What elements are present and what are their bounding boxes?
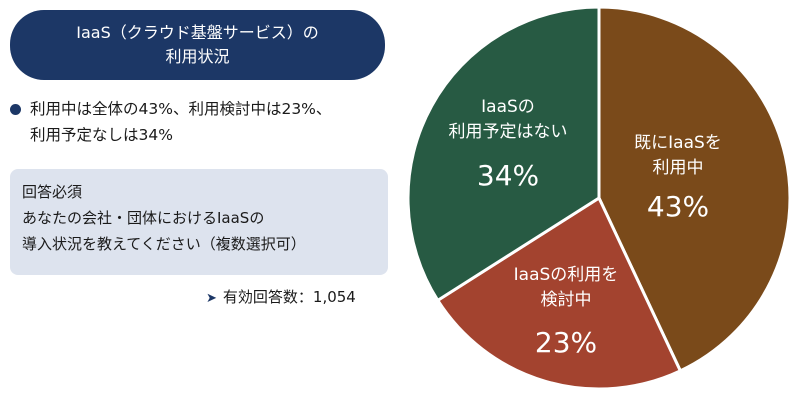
- pie-slice-2: [436, 196, 682, 391]
- question-heading: 回答必須: [22, 183, 83, 201]
- bullet-icon: [10, 104, 21, 115]
- slice-3-value-label: 34%: [477, 159, 539, 192]
- chart-title-banner: IaaS（クラウド基盤サービス）の 利用状況: [10, 10, 385, 80]
- summary-line1: 利用中は全体の43%、利用検討中は23%、: [30, 100, 332, 118]
- slice-2-label-line1: IaaSの利用を: [514, 265, 619, 285]
- slice-3-label-line1: IaaSの: [481, 97, 535, 117]
- question-line2: 導入状況を教えてください（複数選択可）: [22, 235, 306, 253]
- slice-1-label-line2: 利用中: [653, 158, 704, 178]
- summary-line2: 利用予定なしは34%: [30, 126, 173, 144]
- slice-2-label-line2: 検討中: [541, 290, 592, 310]
- slice-1-label-line1: 既にIaaSを: [634, 133, 722, 153]
- slice-1-value-label: 43%: [647, 190, 709, 223]
- summary-note: 利用中は全体の43%、利用検討中は23%、 利用予定なしは34%: [10, 96, 410, 148]
- respondent-count-text: 有効回答数：1,054: [222, 288, 356, 306]
- chart-title-line1: IaaS（クラウド基盤サービス）の: [76, 23, 319, 42]
- slice-3-label-line2: 利用予定はない: [449, 122, 568, 142]
- pie-slice-1: [597, 5, 792, 373]
- slice-2-value-label: 23%: [535, 326, 597, 359]
- chart-title-line2: 利用状況: [165, 47, 230, 66]
- pie-slice-3: [406, 5, 601, 302]
- arrow-right-icon: ➤: [206, 291, 217, 306]
- respondent-count: ➤ 有効回答数：1,054: [206, 286, 356, 310]
- question-box: 回答必須 あなたの会社・団体におけるIaaSの 導入状況を教えてください（複数選…: [10, 169, 388, 275]
- question-line1: あなたの会社・団体におけるIaaSの: [22, 209, 265, 227]
